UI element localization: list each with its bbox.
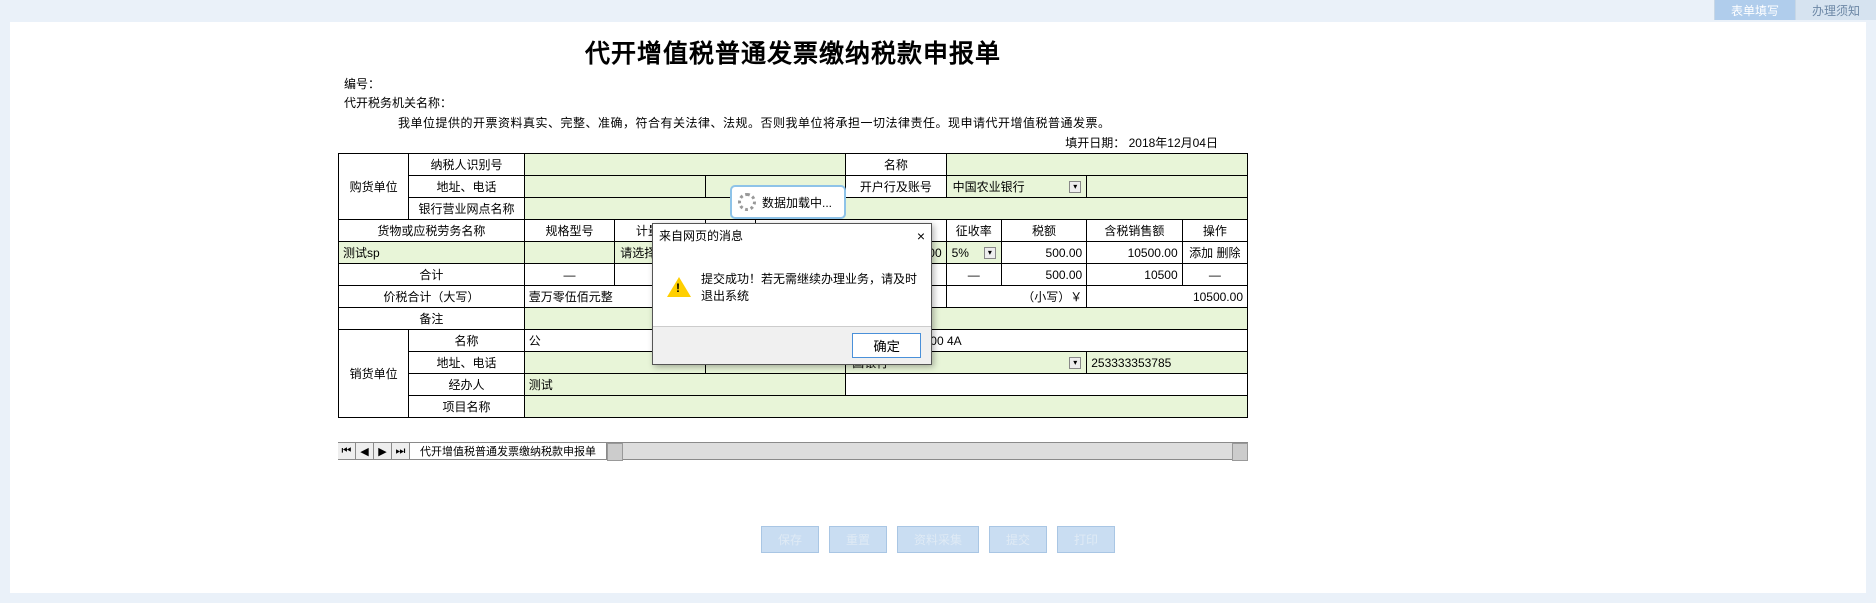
- col-rate: 征收率: [946, 220, 1001, 242]
- price-tax-label: 价税合计（大写）: [339, 286, 525, 308]
- item-ops-cell: 添加 删除: [1182, 242, 1247, 264]
- item-unit-value: 请选择: [620, 244, 656, 261]
- disclaimer-text: 我单位提供的开票资料真实、完整、准确，符合有关法律、法规。否则我单位将承担一切法…: [338, 112, 1248, 133]
- col-amount-incl: 含税销售额: [1087, 220, 1182, 242]
- buyer-bank-acct-input[interactable]: [1087, 176, 1248, 198]
- seller-project-input[interactable]: [524, 396, 1247, 418]
- total-dash: —: [524, 264, 614, 286]
- buyer-name-input[interactable]: [946, 154, 1247, 176]
- buyer-section-label: 购货单位: [339, 154, 409, 220]
- sheet-nav-first[interactable]: ⏮: [338, 443, 356, 459]
- buyer-addr-label: 地址、电话: [409, 176, 525, 198]
- buyer-taxid-input[interactable]: [524, 154, 845, 176]
- sheet-nav-last[interactable]: ⏭: [392, 443, 410, 459]
- buyer-bank-label: 开户行及账号: [846, 176, 946, 198]
- buyer-name-label: 名称: [846, 154, 946, 176]
- loading-popup: 数据加载中...: [730, 185, 846, 219]
- buyer-bank-value: 中国农业银行: [953, 178, 1025, 195]
- reset-button[interactable]: 重置: [829, 526, 887, 553]
- col-ops: 操作: [1182, 220, 1247, 242]
- seller-project-label: 项目名称: [409, 396, 525, 418]
- alert-message: 提交成功！若无需继续办理业务，请及时退出系统: [701, 270, 917, 304]
- total-incl: 10500: [1087, 264, 1182, 286]
- item-rate-select[interactable]: 5% ▾: [946, 242, 1001, 264]
- seller-agent-extra: [846, 374, 1248, 396]
- serial-number-label: 编号：: [338, 74, 1248, 93]
- fill-date-label: 填开日期：: [1065, 136, 1125, 150]
- total-dash3: —: [946, 264, 1001, 286]
- print-button[interactable]: 打印: [1057, 526, 1115, 553]
- collect-button[interactable]: 资料采集: [897, 526, 979, 553]
- item-tax: 500.00: [1001, 242, 1086, 264]
- price-tax-lower: 10500.00: [1087, 286, 1248, 308]
- add-button[interactable]: 添加: [1189, 246, 1213, 260]
- sheet-hscroll[interactable]: [607, 443, 1248, 459]
- tab-notice[interactable]: 办理须知: [1795, 0, 1876, 20]
- buyer-branch-input[interactable]: [524, 198, 1247, 220]
- seller-name-label: 名称: [409, 330, 525, 352]
- sheet-tab-bar: ⏮ ◀ ▶ ⏭ 代开增值税普通发票缴纳税款申报单: [338, 442, 1248, 460]
- chevron-down-icon[interactable]: ▾: [1069, 357, 1081, 369]
- sheet-nav-prev[interactable]: ◀: [356, 443, 374, 459]
- sheet-nav-next[interactable]: ▶: [374, 443, 392, 459]
- close-icon[interactable]: ×: [917, 228, 925, 244]
- col-tax: 税额: [1001, 220, 1086, 242]
- total-tax: 500.00: [1001, 264, 1086, 286]
- workspace: 代开增值税普通发票缴纳税款申报单 编号： 代开税务机关名称： 我单位提供的开票资…: [10, 22, 1866, 593]
- save-button[interactable]: 保存: [761, 526, 819, 553]
- seller-addr-label: 地址、电话: [409, 352, 525, 374]
- alert-dialog: 来自网页的消息 × 提交成功！若无需继续办理业务，请及时退出系统 确定: [652, 223, 932, 365]
- item-spec-input[interactable]: [524, 242, 614, 264]
- doc-title: 代开增值税普通发票缴纳税款申报单: [338, 24, 1248, 74]
- spinner-icon: [738, 193, 756, 211]
- seller-bank-acct-input[interactable]: 253333353785: [1087, 352, 1248, 374]
- item-rate-value: 5%: [952, 246, 969, 260]
- remark-label: 备注: [339, 308, 525, 330]
- item-goods-input[interactable]: 测试sp: [339, 242, 525, 264]
- total-label: 合计: [339, 264, 525, 286]
- top-tabs: 表单填写 办理须知: [1714, 0, 1876, 20]
- delete-button[interactable]: 删除: [1216, 246, 1240, 260]
- price-tax-lower-label: （小写）￥: [946, 286, 1087, 308]
- seller-section-label: 销货单位: [339, 330, 409, 418]
- item-amount-incl: 10500.00: [1087, 242, 1182, 264]
- alert-title: 来自网页的消息: [659, 227, 743, 244]
- seller-agent-label: 经办人: [409, 374, 525, 396]
- sheet-name[interactable]: 代开增值税普通发票缴纳税款申报单: [410, 443, 607, 459]
- fill-date: 填开日期： 2018年12月04日: [338, 133, 1248, 153]
- buyer-addr-input[interactable]: [524, 176, 705, 198]
- chevron-down-icon[interactable]: ▾: [1069, 181, 1081, 193]
- seller-agent-input[interactable]: 测试: [524, 374, 845, 396]
- tax-agency-label: 代开税务机关名称：: [338, 93, 1248, 112]
- col-spec: 规格型号: [524, 220, 614, 242]
- alert-ok-button[interactable]: 确定: [852, 333, 921, 358]
- fill-date-value: 2018年12月04日: [1129, 136, 1218, 150]
- warning-icon: [667, 277, 691, 297]
- buyer-branch-label: 银行营业网点名称: [409, 198, 525, 220]
- chevron-down-icon[interactable]: ▾: [984, 247, 996, 259]
- action-buttons: 保存 重置 资料采集 提交 打印: [10, 526, 1866, 553]
- loading-text: 数据加载中...: [762, 194, 832, 211]
- tab-form-fill[interactable]: 表单填写: [1714, 0, 1795, 20]
- buyer-bank-select[interactable]: 中国农业银行 ▾: [946, 176, 1087, 198]
- col-goods: 货物或应税劳务名称: [339, 220, 525, 242]
- total-dash4: —: [1182, 264, 1247, 286]
- submit-button[interactable]: 提交: [989, 526, 1047, 553]
- buyer-taxid-label: 纳税人识别号: [409, 154, 525, 176]
